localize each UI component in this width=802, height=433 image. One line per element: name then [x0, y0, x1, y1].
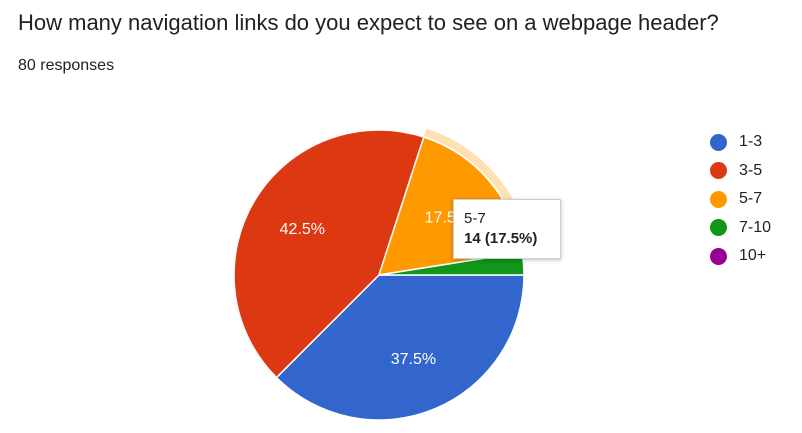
pie-slices: [233, 129, 525, 421]
pie-slice-label-3-5: 42.5%: [280, 221, 325, 238]
slice-tooltip: 5-7 14 (17.5%): [453, 199, 561, 259]
pie-slice-3-5[interactable]: [233, 129, 425, 379]
legend-item-5-7[interactable]: 5-7: [710, 185, 771, 214]
legend-label-1-3: 1-3: [739, 133, 763, 151]
legend-item-1-3[interactable]: 1-3: [710, 128, 771, 157]
legend-item-10-plus[interactable]: 10+: [710, 242, 771, 271]
tooltip-category: 5-7: [464, 210, 486, 227]
pie-slice-1-3[interactable]: [275, 274, 525, 421]
legend-swatch-5-7: [710, 190, 727, 208]
legend-swatch-10-plus: [710, 247, 727, 265]
legend-label-3-5: 3-5: [739, 161, 763, 179]
legend-swatch-1-3: [710, 133, 727, 151]
legend-label-10-plus: 10+: [739, 247, 767, 265]
legend-item-3-5[interactable]: 3-5: [710, 157, 771, 186]
legend-label-5-7: 5-7: [739, 190, 763, 208]
legend-swatch-7-10: [710, 219, 727, 237]
question-title: How many navigation links do you expect …: [18, 10, 719, 35]
tooltip-value: 14 (17.5%): [464, 230, 538, 247]
response-count: 80 responses: [18, 57, 115, 74]
pie-slice-label-1-3: 37.5%: [391, 351, 436, 368]
legend-swatch-3-5: [710, 162, 727, 180]
legend-item-7-10[interactable]: 7-10: [710, 214, 771, 243]
legend-label-7-10: 7-10: [739, 218, 772, 236]
legend: 1-3 3-5 5-7 7-10 10+: [710, 128, 771, 271]
